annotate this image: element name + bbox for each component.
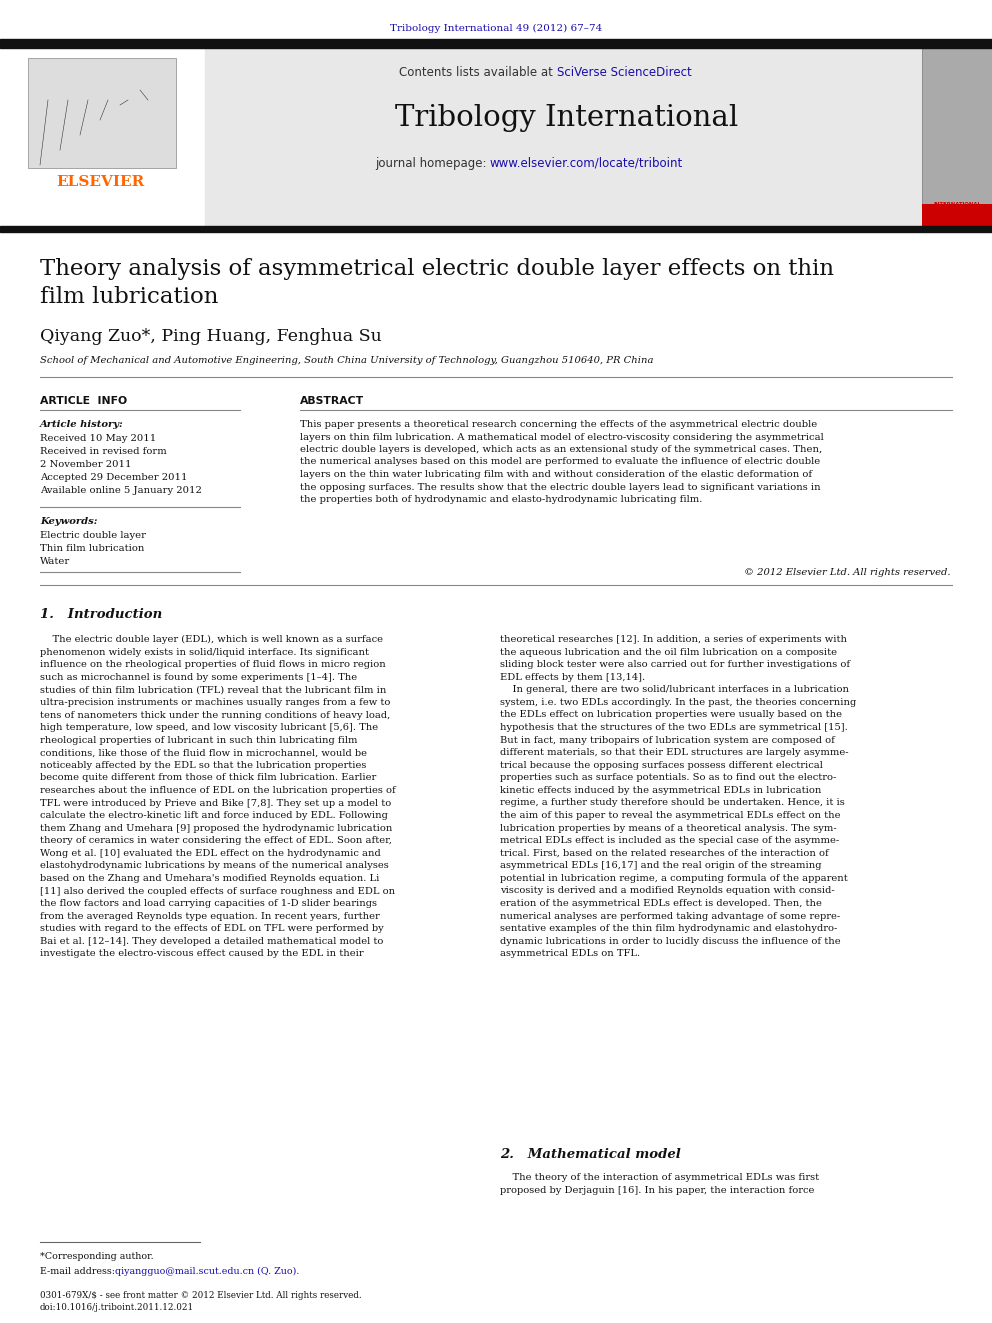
Bar [28,58,176,168]
Text: 2.   Mathematical model: 2. Mathematical model [500,1148,681,1162]
Bar [922,204,992,226]
Text: ARTICLE  INFO: ARTICLE INFO [40,396,127,406]
Text: Tribology International 49 (2012) 67–74: Tribology International 49 (2012) 67–74 [390,24,602,33]
Text: ABSTRACT: ABSTRACT [300,396,364,406]
Text: Thin film lubrication: Thin film lubrication [40,544,145,553]
Bar [0,226,992,232]
Text: Contents lists available at: Contents lists available at [400,66,557,78]
Text: Electric double layer: Electric double layer [40,531,146,540]
Bar [205,48,965,226]
Bar [0,38,992,48]
Text: theoretical researches [12]. In addition, a series of experiments with
the aqueo: theoretical researches [12]. In addition… [500,635,856,958]
Text: SciVerse ScienceDirect: SciVerse ScienceDirect [557,66,691,78]
Text: The theory of the interaction of asymmetrical EDLs was first
proposed by Derjagu: The theory of the interaction of asymmet… [500,1174,819,1195]
Text: Qiyang Zuo*, Ping Huang, Fenghua Su: Qiyang Zuo*, Ping Huang, Fenghua Su [40,328,382,345]
Text: 2 November 2011: 2 November 2011 [40,460,132,468]
Text: Accepted 29 December 2011: Accepted 29 December 2011 [40,474,187,482]
Text: Received in revised form: Received in revised form [40,447,167,456]
Text: School of Mechanical and Automotive Engineering, South China University of Techn: School of Mechanical and Automotive Engi… [40,356,654,365]
Text: INTERNATIONAL: INTERNATIONAL [933,201,981,206]
Text: Theory analysis of asymmetrical electric double layer effects on thin
film lubri: Theory analysis of asymmetrical electric… [40,258,834,308]
Text: *Corresponding author.: *Corresponding author. [40,1252,154,1261]
Text: E-mail address:: E-mail address: [40,1267,118,1275]
Text: Tribology International: Tribology International [396,105,739,132]
Text: Water: Water [40,557,70,566]
Text: journal homepage:: journal homepage: [375,156,490,169]
Text: Received 10 May 2011: Received 10 May 2011 [40,434,157,443]
Text: Keywords:: Keywords: [40,517,97,527]
Text: Article history:: Article history: [40,419,124,429]
Text: ELSEVIER: ELSEVIER [56,175,144,189]
Text: © 2012 Elsevier Ltd. All rights reserved.: © 2012 Elsevier Ltd. All rights reserved… [743,568,950,577]
Text: 1.   Introduction: 1. Introduction [40,609,163,620]
Text: qiyangguo@mail.scut.edu.cn (Q. Zuo).: qiyangguo@mail.scut.edu.cn (Q. Zuo). [115,1267,300,1277]
Text: This paper presents a theoretical research concerning the effects of the asymmet: This paper presents a theoretical resear… [300,419,823,504]
Text: www.elsevier.com/locate/triboint: www.elsevier.com/locate/triboint [490,156,683,169]
Text: Available online 5 January 2012: Available online 5 January 2012 [40,486,202,495]
Text: 0301-679X/$ - see front matter © 2012 Elsevier Ltd. All rights reserved.
doi:10.: 0301-679X/$ - see front matter © 2012 El… [40,1291,362,1312]
Text: TRIBOLOGY: TRIBOLOGY [932,213,981,222]
Bar [922,48,992,226]
Text: The electric double layer (EDL), which is well known as a surface
phenomenon wid: The electric double layer (EDL), which i… [40,635,396,958]
